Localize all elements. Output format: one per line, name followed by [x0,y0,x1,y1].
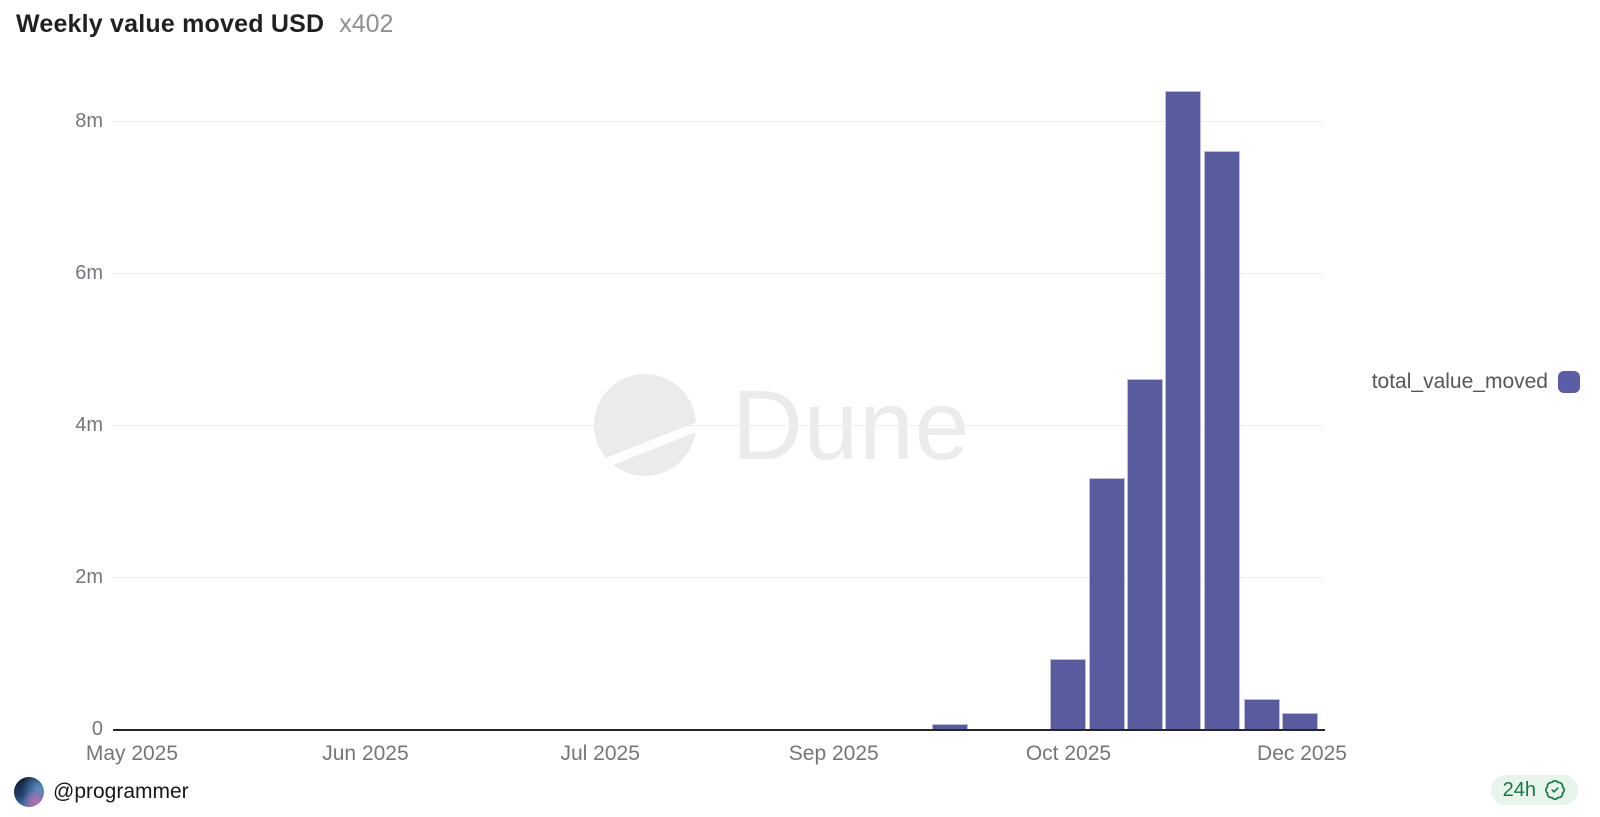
author-link[interactable]: @programmer [14,777,189,807]
bar-total_value_moved[interactable] [1204,151,1241,729]
chart-title: Weekly value moved USD [16,10,325,38]
x-tick-label: Sep 2025 [788,742,879,765]
freshness-badge-label: 24h [1502,779,1536,801]
bar-total_value_moved[interactable] [1244,699,1281,729]
freshness-badge: 24h [1490,775,1578,805]
x-axis-line [113,729,1325,731]
legend-swatch [1558,371,1580,393]
x-axis: May 2025 Jun 2025 Jul 2025 Sep 2025 Oct 2025… [86,741,1347,769]
bar-total_value_moved[interactable] [1126,379,1163,729]
bar-total_value_moved[interactable] [931,724,968,729]
y-tick-label-0: 0 [91,718,103,740]
plot-area [115,81,1325,729]
legend-label: total_value_moved [1371,370,1548,393]
y-tick-label-2m: 2m [75,566,103,588]
x-tick-label: Jul 2025 [560,742,640,765]
legend-item[interactable]: total_value_moved [1372,370,1580,394]
author-avatar[interactable] [14,777,44,807]
y-tick-label-8m: 8m [75,110,103,132]
verified-check-icon [1545,780,1565,800]
y-axis: 0 2m 4m 6m 8m [0,81,103,740]
gridline-4m [113,425,1322,426]
gridline-6m [113,273,1322,274]
bar-total_value_moved[interactable] [1050,659,1087,729]
x-tick-label: Oct 2025 [1025,742,1112,765]
author-handle[interactable]: @programmer [53,780,189,803]
gridline-8m [113,121,1322,122]
chart-tag: x402 [339,10,394,38]
gridline-2m [113,577,1322,578]
x-tick-label: Dec 2025 [1257,742,1347,765]
bar-total_value_moved[interactable] [1089,478,1126,729]
x-tick-label: May 2025 [85,742,179,765]
y-tick-label-6m: 6m [75,262,103,284]
chart-header: Weekly value moved USD x402 [16,10,393,39]
grid-layer [113,81,1322,729]
y-tick-label-4m: 4m [75,414,103,436]
x-tick-label: Jun 2025 [322,742,409,765]
bar-total_value_moved[interactable] [1165,91,1202,729]
bar-total_value_moved[interactable] [1281,713,1318,729]
